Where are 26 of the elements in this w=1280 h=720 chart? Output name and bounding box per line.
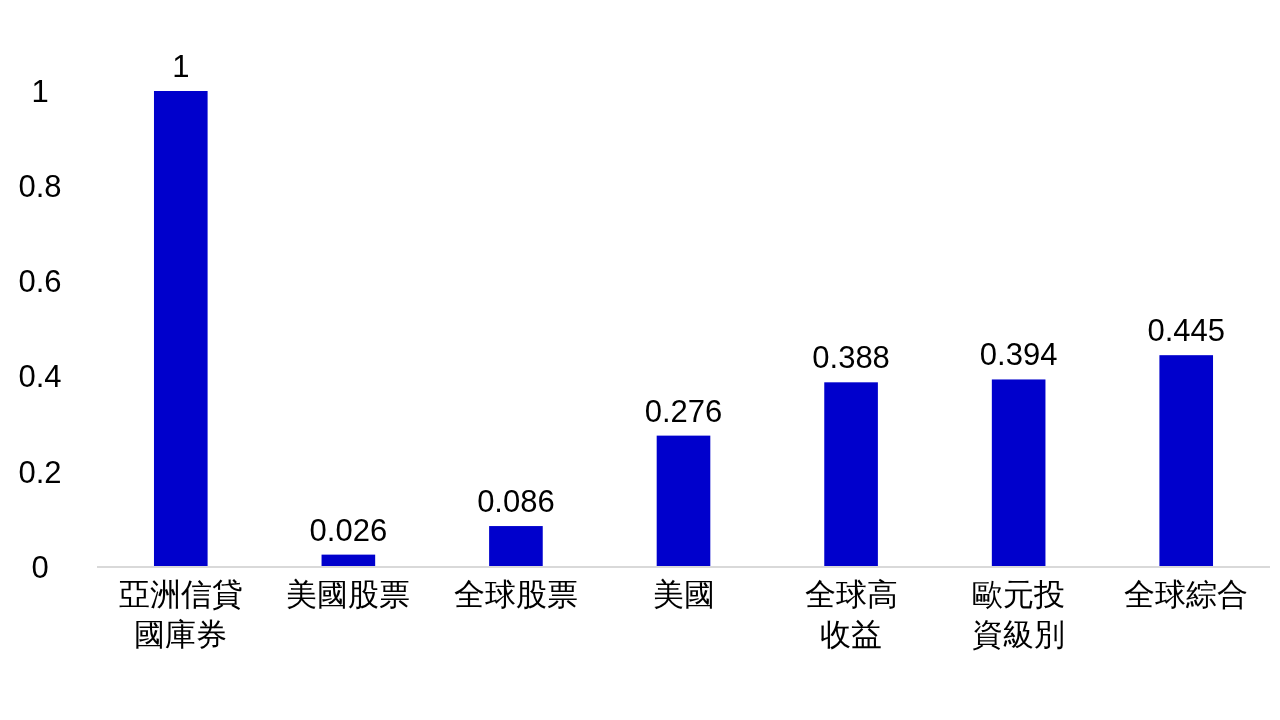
bar (991, 379, 1046, 567)
x-tick-label: 歐元投資級別 (972, 577, 1066, 652)
y-tick-label: 0.2 (18, 454, 62, 490)
y-tick-label: 0.6 (18, 264, 62, 300)
bar (824, 382, 878, 567)
data-label: 0.388 (812, 340, 890, 376)
x-tick-label: 美國股票 (286, 577, 411, 612)
x-tick-label: 美國 (652, 577, 715, 612)
data-label: 0.276 (644, 393, 723, 429)
data-label: 1 (172, 49, 190, 84)
x-tick-label: 亞洲信貸國庫券 (118, 577, 243, 652)
x-tick-label: 全球股票 (453, 577, 578, 612)
bar (153, 91, 208, 567)
data-label: 0.026 (309, 512, 388, 548)
bar (489, 526, 543, 567)
bar (656, 435, 711, 567)
x-tick-label: 全球高收益 (804, 577, 898, 652)
data-label: 0.394 (979, 337, 1058, 373)
data-label: 0.445 (1147, 313, 1225, 349)
data-label: 0.086 (477, 484, 555, 520)
x-tick-label: 全球綜合 (1124, 577, 1249, 612)
y-tick-label: 0.8 (18, 169, 62, 205)
y-tick-label: 0 (31, 549, 49, 585)
y-tick-label: 1 (31, 73, 49, 109)
y-tick-label: 0.4 (18, 359, 62, 395)
bar (1159, 355, 1214, 567)
